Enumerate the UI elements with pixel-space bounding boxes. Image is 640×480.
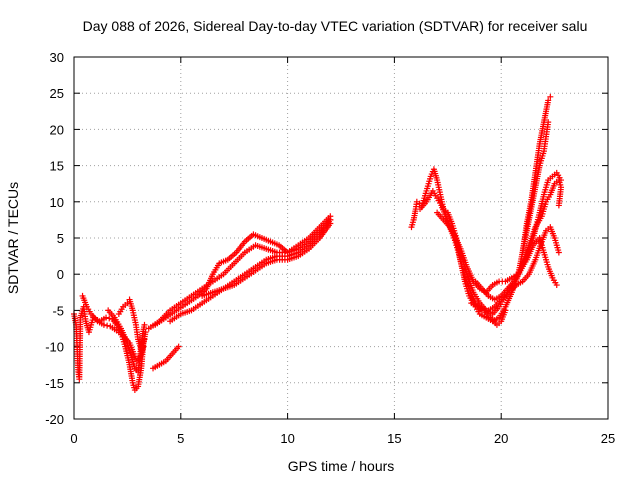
data-point [545,119,552,126]
y-tick-label: -20 [45,412,64,427]
y-tick-label: 30 [50,50,64,65]
y-tick-label: 20 [50,122,64,137]
series-trace-i [199,216,334,299]
chart-title: Day 088 of 2026, Sidereal Day-to-day VTE… [83,18,588,34]
series-trace-o [519,119,552,256]
y-tick-label: 25 [50,86,64,101]
x-tick-label: 25 [601,431,615,446]
x-tick-label: 15 [387,431,401,446]
series-trace-g [152,216,334,328]
data-point [141,336,148,343]
y-tick-label: 15 [50,159,64,174]
data-point [547,93,554,100]
y-axis-label: SDTVAR / TECUs [5,182,21,294]
y-tick-label: -10 [45,340,64,355]
x-tick-label: 20 [494,431,508,446]
series-trace-n [472,169,565,303]
series-trace-d [115,296,148,354]
data-point [175,343,182,350]
y-tick-label: 0 [57,267,64,282]
series-trace-e [150,343,182,372]
data-point [327,216,334,223]
y-tick-label: 10 [50,195,64,210]
y-tick-label: -15 [45,376,64,391]
y-tick-label: -5 [52,303,64,318]
data-point [553,282,560,289]
grid [74,57,608,419]
data-points [71,93,565,394]
series-trace-c [105,307,148,375]
x-tick-label: 10 [280,431,294,446]
series-trace-p [468,300,509,328]
data-point [545,97,552,104]
data-point [502,307,509,314]
x-tick-label: 0 [70,431,77,446]
data-point [103,314,110,321]
data-point [555,249,562,256]
data-point [104,322,111,329]
axis-ticks: 0 5 10 15 20 25 -20 -15 -10 -5 0 5 10 15 20 25 30 [45,50,615,446]
series-trace-f [145,213,334,332]
x-tick-label: 5 [177,431,184,446]
y-tick-label: 5 [57,231,64,246]
data-point [100,321,107,328]
data-point [558,177,565,184]
x-axis-label: GPS time / hours [288,458,395,474]
data-point [555,202,562,209]
data-point [106,315,113,322]
plot-frame [73,56,609,420]
data-point [141,321,148,328]
